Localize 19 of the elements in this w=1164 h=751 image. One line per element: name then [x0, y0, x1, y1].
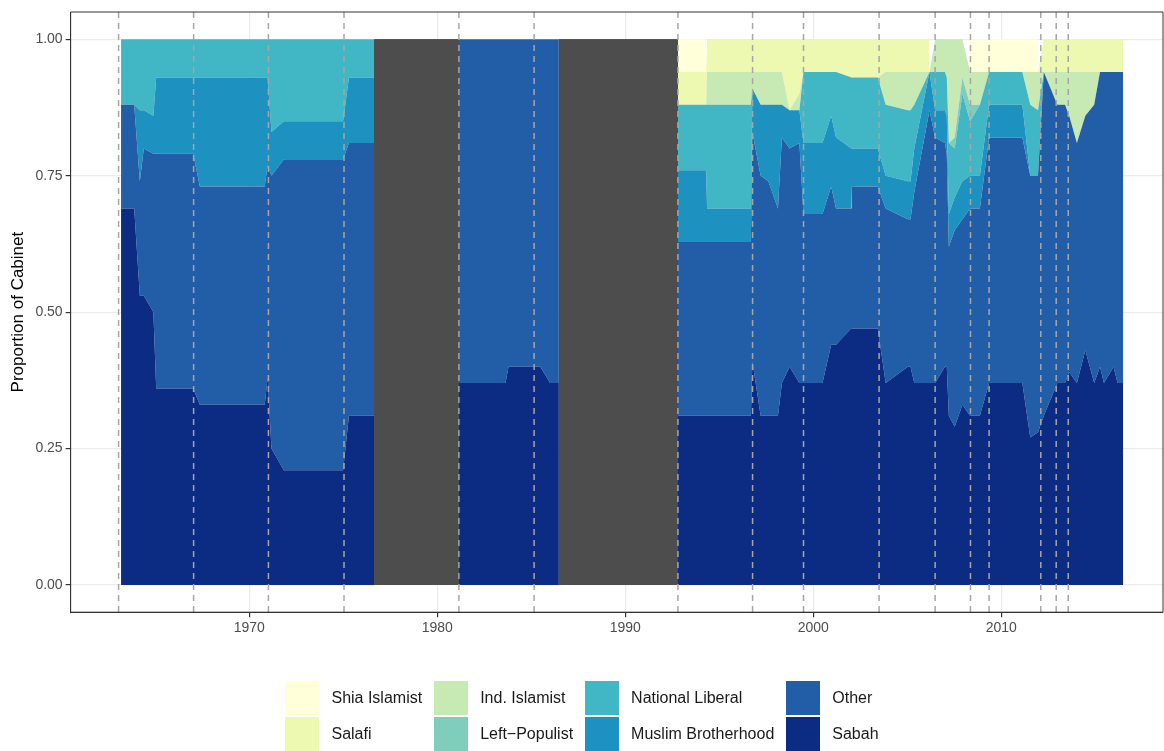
y-tick-label: 0.50 [35, 302, 63, 319]
legend-label: Sabah [832, 725, 879, 743]
y-tick-label: 1.00 [35, 30, 63, 47]
legend-label: Other [832, 689, 873, 707]
legend-label: National Liberal [631, 689, 743, 707]
y-tick-label: 0.25 [35, 439, 63, 456]
y-tick-label: 0.00 [35, 575, 63, 592]
legend-label: Muslim Brotherhood [631, 725, 775, 743]
legend-label: Ind. Islamist [480, 689, 566, 707]
y-axis-title: Proportion of Cabinet [7, 231, 27, 393]
x-tick-label: 2010 [985, 619, 1018, 636]
x-tick-label: 1970 [233, 619, 266, 636]
x-tick-label: 2000 [797, 619, 830, 636]
legend-label: Salafi [331, 725, 372, 743]
x-tick-label: 1990 [609, 619, 642, 636]
x-tick-label: 1980 [421, 619, 454, 636]
legend-label: Shia Islamist [331, 689, 423, 707]
legend-label: Left−Populist [480, 725, 574, 743]
y-tick-label: 0.75 [35, 166, 63, 183]
